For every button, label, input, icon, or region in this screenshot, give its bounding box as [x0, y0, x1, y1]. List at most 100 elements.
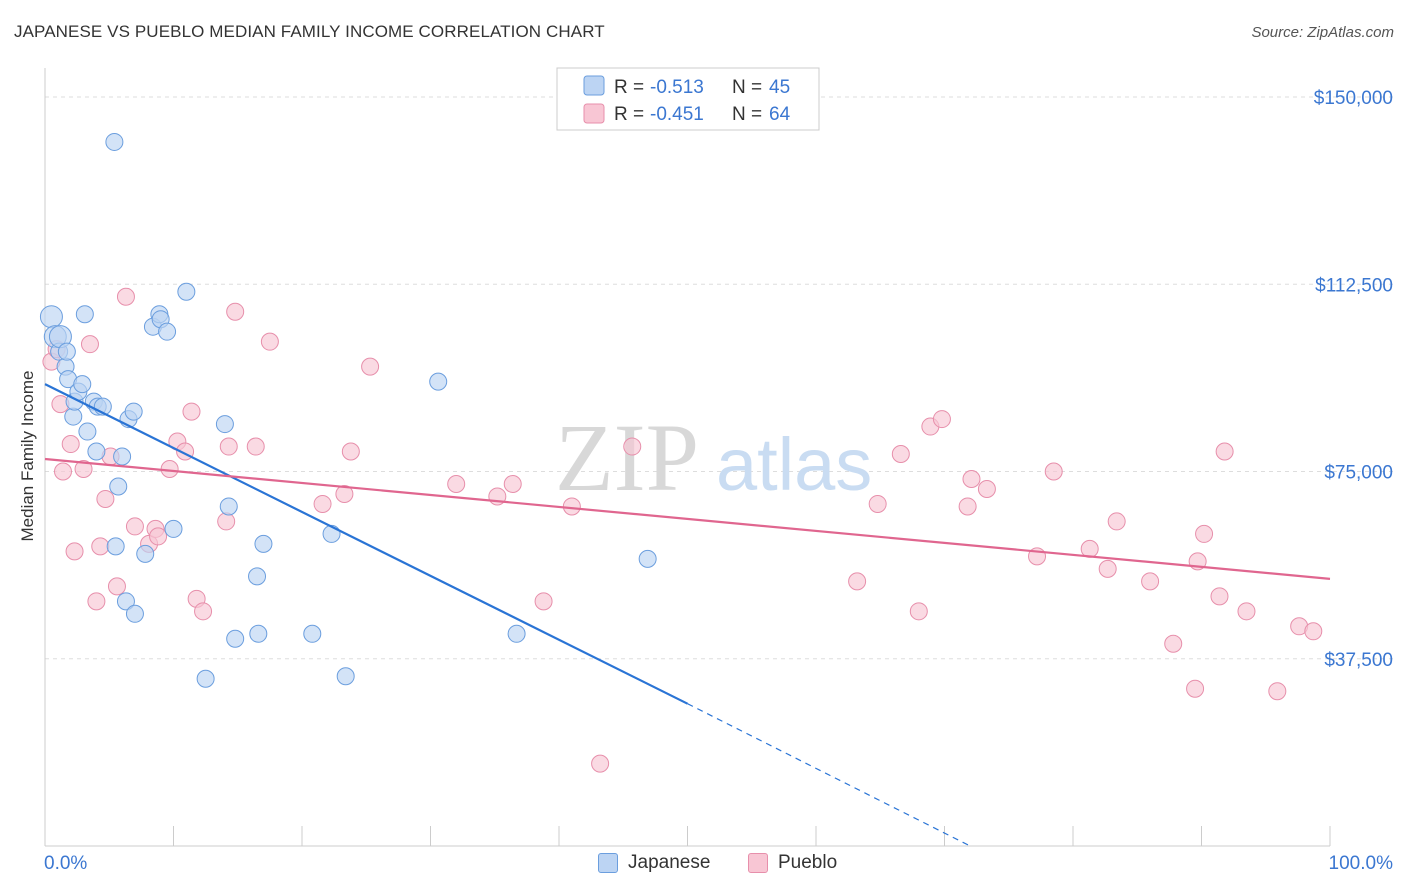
pueblo-point-56	[1186, 679, 1205, 698]
x-tick-labels: 0.0% 100.0%	[44, 853, 1393, 874]
pueblo-point-60	[1215, 442, 1234, 461]
japanese-point-35	[226, 629, 245, 648]
pueblo-trendline	[44, 457, 1331, 580]
y-tick-label-1: $75,000	[1324, 463, 1393, 484]
legend-japanese-r-label: R =	[614, 77, 649, 98]
pueblo-point-25	[219, 437, 238, 456]
pueblo-point-43	[909, 602, 928, 621]
pueblo-point-9	[91, 537, 110, 556]
legend-pueblo-r-label: R =	[614, 104, 649, 125]
japanese-point-30	[164, 519, 183, 538]
japanese-point-18	[106, 537, 125, 556]
japanese-point-36	[248, 567, 267, 586]
legend-bottom-japanese-swatch	[598, 853, 618, 873]
japanese-point-14	[87, 442, 106, 461]
pueblo-point-31	[341, 442, 360, 461]
axis-layer	[44, 68, 1331, 847]
japanese-point-32	[196, 669, 215, 688]
pueblo-point-42	[891, 445, 910, 464]
legend-pueblo-r-value: -0.451	[650, 104, 704, 125]
pueblo-point-48	[977, 479, 996, 498]
japanese-point-41	[336, 667, 355, 686]
legend-bottom-japanese-label: Japanese	[628, 852, 711, 873]
x-tick-label-1: 100.0%	[1329, 853, 1394, 874]
watermark: ZIP atlas	[555, 404, 872, 511]
legend-bottom-pueblo-swatch	[748, 853, 768, 873]
pueblo-point-47	[962, 469, 981, 488]
pueblo-point-14	[125, 517, 144, 536]
japanese-point-24	[125, 604, 144, 623]
y-tick-label-0: $37,500	[1324, 650, 1393, 671]
pueblo-point-37	[562, 497, 581, 516]
japanese-point-29	[158, 322, 177, 341]
pueblo-point-33	[447, 474, 466, 493]
pueblo-point-23	[194, 602, 213, 621]
pueblo-point-21	[182, 402, 201, 421]
legend-pueblo-n-label: N =	[732, 104, 767, 125]
watermark-zip: ZIP	[555, 404, 699, 511]
japanese-point-12	[78, 422, 97, 441]
japanese-point-17	[105, 132, 124, 151]
legend-japanese-swatch	[583, 75, 605, 96]
legend-japanese-n-value: 45	[769, 77, 790, 98]
pueblo-point-45	[932, 410, 951, 429]
legend-japanese-r-value: -0.513	[650, 77, 704, 98]
japanese-point-44	[638, 549, 657, 568]
watermark-atlas: atlas	[716, 423, 872, 506]
pueblo-point-3	[53, 462, 72, 481]
pueblo-point-7	[80, 335, 99, 354]
pueblo-point-27	[246, 437, 265, 456]
legend-bottom-pueblo-label: Pueblo	[778, 852, 838, 873]
pueblo-point-55	[1164, 634, 1183, 653]
pueblo-point-62	[1268, 682, 1287, 701]
japanese-point-37	[249, 624, 268, 643]
pueblo-point-38	[591, 754, 610, 773]
pueblo-point-4	[61, 435, 80, 454]
pueblo-point-26	[226, 302, 245, 321]
pueblo-point-17	[149, 527, 168, 546]
legend-top: R = -0.513 N = 45 R = -0.451 N = 64	[556, 67, 820, 131]
pueblo-point-13	[116, 287, 135, 306]
legend-japanese-n-label: N =	[732, 77, 767, 98]
pueblo-point-35	[503, 474, 522, 493]
pueblo-point-61	[1237, 602, 1256, 621]
japanese-point-31	[177, 282, 196, 301]
japanese-point-7	[64, 407, 83, 426]
japanese-point-0	[39, 305, 63, 329]
grid-layer	[45, 96, 1395, 660]
chart-title: JAPANESE VS PUEBLO MEDIAN FAMILY INCOME …	[14, 22, 605, 41]
japanese-point-21	[116, 592, 135, 611]
japanese-trendline-extension	[687, 703, 971, 847]
pueblo-point-12	[107, 577, 126, 596]
pueblo-point-10	[96, 489, 115, 508]
pueblo-point-58	[1195, 524, 1214, 543]
japanese-point-34	[219, 497, 238, 516]
pueblo-point-6	[74, 460, 93, 479]
x-tick-label-0: 0.0%	[44, 853, 87, 874]
pueblo-point-29	[313, 494, 332, 513]
pueblo-point-5	[65, 542, 84, 561]
legend-pueblo-n-value: 64	[769, 104, 791, 125]
japanese-point-38	[254, 534, 273, 553]
pueblo-point-64	[1304, 622, 1323, 641]
japanese-point-5	[57, 342, 76, 361]
japanese-point-20	[113, 447, 132, 466]
pueblo-point-24	[217, 512, 236, 531]
pueblo-point-28	[260, 332, 279, 351]
y-axis-label: Median Family Income	[18, 370, 37, 541]
pueblo-point-40	[848, 572, 867, 591]
pueblo-point-30	[335, 484, 354, 503]
japanese-point-42	[429, 372, 448, 391]
pueblo-point-52	[1098, 559, 1117, 578]
japanese-point-25	[136, 544, 155, 563]
y-tick-labels: $37,500 $75,000 $112,500 $150,000	[1314, 88, 1393, 671]
legend-bottom-japanese: Japanese	[598, 852, 710, 874]
japanese-point-33	[215, 415, 234, 434]
pueblo-point-50	[1044, 462, 1063, 481]
legend-bottom-pueblo: Pueblo	[748, 852, 837, 874]
pueblo-point-36	[534, 592, 553, 611]
pueblo-point-8	[87, 592, 106, 611]
y-tick-label-3: $150,000	[1314, 88, 1393, 109]
japanese-point-40	[322, 524, 341, 543]
